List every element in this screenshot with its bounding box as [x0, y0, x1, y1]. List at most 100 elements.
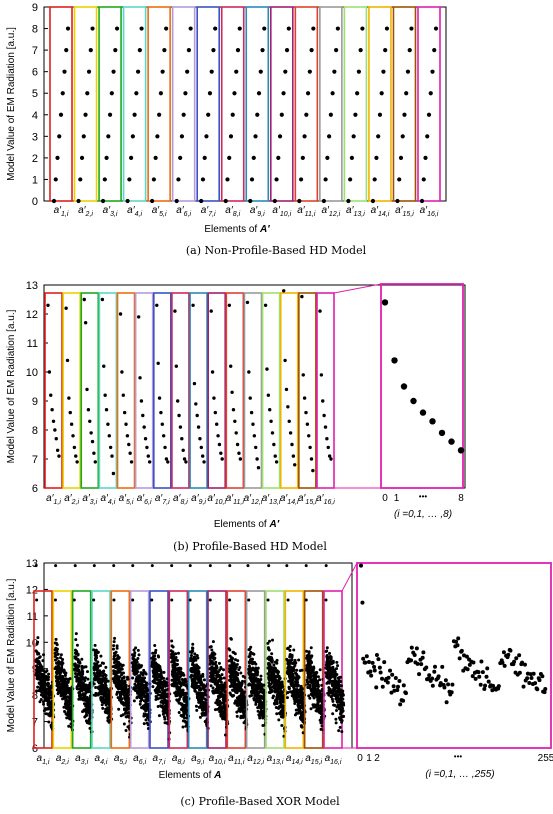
data-point: [143, 437, 148, 441]
zoom-x-tick-label: 0: [357, 753, 363, 764]
data-point: [54, 637, 58, 641]
element-box: [343, 6, 368, 202]
data-point: [195, 708, 199, 712]
data-point: [139, 26, 144, 31]
data-point: [117, 655, 121, 659]
data-point: [184, 680, 188, 684]
data-point: [309, 675, 313, 679]
x-tick-label: a′15,i: [298, 493, 317, 506]
data-point: [250, 694, 254, 698]
data-point: [292, 668, 296, 672]
data-point: [183, 91, 188, 96]
panel-c-y-axis-label: Model Value of EM Radiation [a.u.]: [6, 578, 17, 732]
data-point: [85, 387, 89, 392]
data-point: [300, 294, 304, 299]
data-point: [146, 727, 150, 731]
data-point: [176, 177, 181, 182]
data-point: [107, 434, 111, 438]
zoom-x-tick-label: 8: [458, 493, 464, 504]
data-point: [59, 676, 63, 680]
data-point: [220, 673, 224, 677]
data-point: [270, 660, 274, 664]
zoom-data-point: [501, 650, 506, 655]
data-point: [83, 112, 88, 117]
data-point: [334, 709, 338, 713]
data-point: [175, 662, 179, 666]
data-point: [241, 716, 245, 720]
element-box: [168, 590, 189, 749]
data-point: [211, 674, 215, 678]
data-point: [256, 670, 260, 674]
element-box: [171, 292, 190, 489]
element-box: [134, 292, 154, 489]
data-point: [328, 651, 332, 655]
data-point: [259, 674, 263, 678]
data-point: [216, 434, 220, 438]
data-point: [237, 26, 242, 31]
data-point: [133, 651, 137, 655]
data-point: [275, 682, 279, 686]
data-point: [263, 303, 268, 307]
x-tick-label: a4,i: [95, 753, 108, 766]
panel-b-x-axis-label: Elements of A′: [214, 519, 280, 530]
data-point: [260, 48, 265, 53]
data-point: [294, 677, 298, 681]
data-point: [121, 671, 125, 675]
panel-c-y-tick-label: 9: [32, 664, 38, 676]
data-point: [252, 434, 257, 438]
data-point: [404, 91, 409, 96]
data-point: [153, 155, 158, 160]
zoom-data-point: [508, 648, 513, 653]
data-point: [94, 663, 98, 667]
zoom-data-point: [514, 656, 519, 661]
data-point: [307, 694, 311, 698]
data-point: [104, 673, 108, 677]
data-point: [341, 701, 345, 705]
data-point: [106, 422, 110, 426]
data-point: [304, 112, 309, 117]
data-point: [132, 686, 136, 690]
data-point: [184, 460, 188, 464]
element-box: [62, 292, 81, 489]
data-point: [333, 703, 337, 707]
data-point: [94, 685, 98, 689]
data-point: [82, 297, 86, 302]
data-point: [129, 460, 134, 464]
data-point: [270, 689, 274, 693]
data-point: [204, 702, 208, 706]
data-point: [349, 155, 354, 160]
element-box: [187, 590, 208, 749]
data-point: [231, 408, 236, 412]
data-point: [42, 653, 46, 657]
data-point: [157, 396, 162, 400]
data-point: [147, 460, 152, 464]
data-point: [236, 659, 240, 663]
zoom-data-point: [390, 672, 395, 677]
zoom-data-point: [517, 670, 522, 675]
zoom-data-point: [531, 671, 536, 676]
data-point: [151, 685, 155, 689]
data-point: [193, 689, 197, 693]
x-tick-label: a12,i: [247, 753, 264, 766]
data-point: [272, 684, 276, 688]
data-point: [269, 419, 273, 423]
data-point: [199, 445, 204, 450]
element-box: [368, 6, 392, 202]
zoom-data-point: [482, 687, 487, 692]
zoom-data-point: [522, 662, 527, 667]
element-box: [129, 590, 150, 749]
element-box: [149, 590, 169, 749]
zoom-data-point: [473, 676, 478, 681]
x-tick-label: a13,i: [267, 753, 284, 766]
data-point: [248, 396, 252, 400]
data-point: [83, 693, 87, 697]
data-point: [260, 685, 264, 689]
data-point: [286, 598, 290, 602]
data-point: [132, 112, 137, 117]
zoom-data-point: [476, 670, 481, 675]
data-point: [61, 657, 65, 661]
data-point: [124, 729, 128, 733]
x-tick-label: a′15,i: [395, 205, 414, 218]
data-point: [321, 399, 325, 403]
data-point: [290, 681, 294, 685]
